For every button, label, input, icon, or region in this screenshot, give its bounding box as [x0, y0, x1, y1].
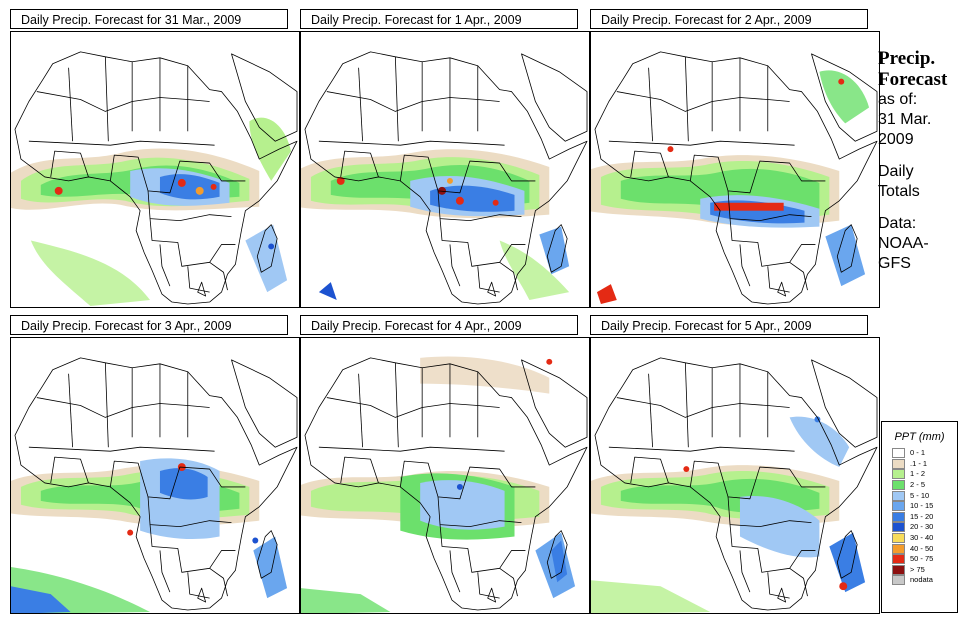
heading-forecast: Forecast — [878, 69, 948, 90]
legend-item: 40 - 50 — [882, 543, 957, 554]
daily-label: Daily — [878, 163, 914, 180]
data-source-line-1: NOAA- — [878, 235, 929, 252]
data-label: Data: — [878, 215, 917, 232]
legend-label: .1 - 1 — [910, 458, 928, 468]
legend-item: 2 - 5 — [882, 480, 957, 491]
legend-label: 0 - 1 — [910, 448, 926, 458]
legend-swatch — [892, 448, 905, 459]
precip-map — [590, 31, 880, 308]
legend-swatch — [892, 480, 905, 491]
legend-label: 30 - 40 — [910, 533, 934, 543]
precip-map — [300, 337, 590, 614]
legend-label: 1 - 2 — [910, 469, 926, 479]
legend-item: 30 - 40 — [882, 533, 957, 544]
legend-label: 2 - 5 — [910, 480, 926, 490]
heading-precip: Precip. — [878, 48, 936, 69]
legend-item: 10 - 15 — [882, 501, 957, 512]
legend-swatch — [892, 501, 905, 512]
legend-item: 5 - 10 — [882, 490, 957, 501]
legend-swatch — [892, 564, 905, 575]
panel-title: Daily Precip. Forecast for 2 Apr., 2009 — [590, 9, 868, 29]
panel-title: Daily Precip. Forecast for 1 Apr., 2009 — [300, 9, 578, 29]
legend-swatch — [892, 511, 905, 522]
issue-date-line-2: 2009 — [878, 131, 914, 148]
precip-map — [300, 31, 590, 308]
legend-item: 0 - 1 — [882, 448, 957, 459]
legend-label: 40 - 50 — [910, 543, 934, 553]
legend-item: > 75 — [882, 564, 957, 576]
panel-title: Daily Precip. Forecast for 5 Apr., 2009 — [590, 315, 868, 335]
legend-swatch — [892, 458, 905, 469]
forecast-info: Precip. Forecast as of: 31 Mar. 2009 Dai… — [878, 48, 964, 274]
precip-map — [590, 337, 880, 614]
precip-map — [10, 31, 300, 308]
legend-swatch — [892, 533, 905, 544]
legend-swatch — [892, 522, 905, 533]
totals-label: Totals — [878, 183, 920, 200]
legend-swatch — [892, 490, 905, 501]
data-source-line-2: GFS — [878, 255, 911, 272]
issue-date-line-1: 31 Mar. — [878, 111, 932, 128]
as-of-label: as of: — [878, 91, 918, 108]
precip-map — [10, 337, 300, 614]
legend-item: nodata — [882, 575, 957, 586]
legend-title: PPT (mm) — [894, 431, 945, 443]
legend-label: 20 - 30 — [910, 522, 934, 532]
legend-label: nodata — [910, 575, 933, 585]
legend-label: 15 - 20 — [910, 511, 934, 521]
legend-swatch — [892, 575, 905, 586]
legend-item: 20 - 30 — [882, 522, 957, 533]
legend-item: .1 - 1 — [882, 458, 957, 470]
legend-item: 1 - 2 — [882, 469, 957, 480]
legend-item: 50 - 75 — [882, 554, 957, 565]
legend-label: 10 - 15 — [910, 501, 934, 511]
legend-label: 5 - 10 — [910, 490, 930, 500]
legend-label: 50 - 75 — [910, 554, 934, 564]
panel-title: Daily Precip. Forecast for 31 Mar., 2009 — [10, 9, 288, 29]
legend-label: > 75 — [910, 564, 925, 574]
legend-swatch — [892, 469, 905, 480]
legend-item: 15 - 20 — [882, 511, 957, 523]
panel-title: Daily Precip. Forecast for 3 Apr., 2009 — [10, 315, 288, 335]
legend-swatch — [892, 554, 905, 565]
legend-swatch — [892, 543, 905, 554]
panel-title: Daily Precip. Forecast for 4 Apr., 2009 — [300, 315, 578, 335]
